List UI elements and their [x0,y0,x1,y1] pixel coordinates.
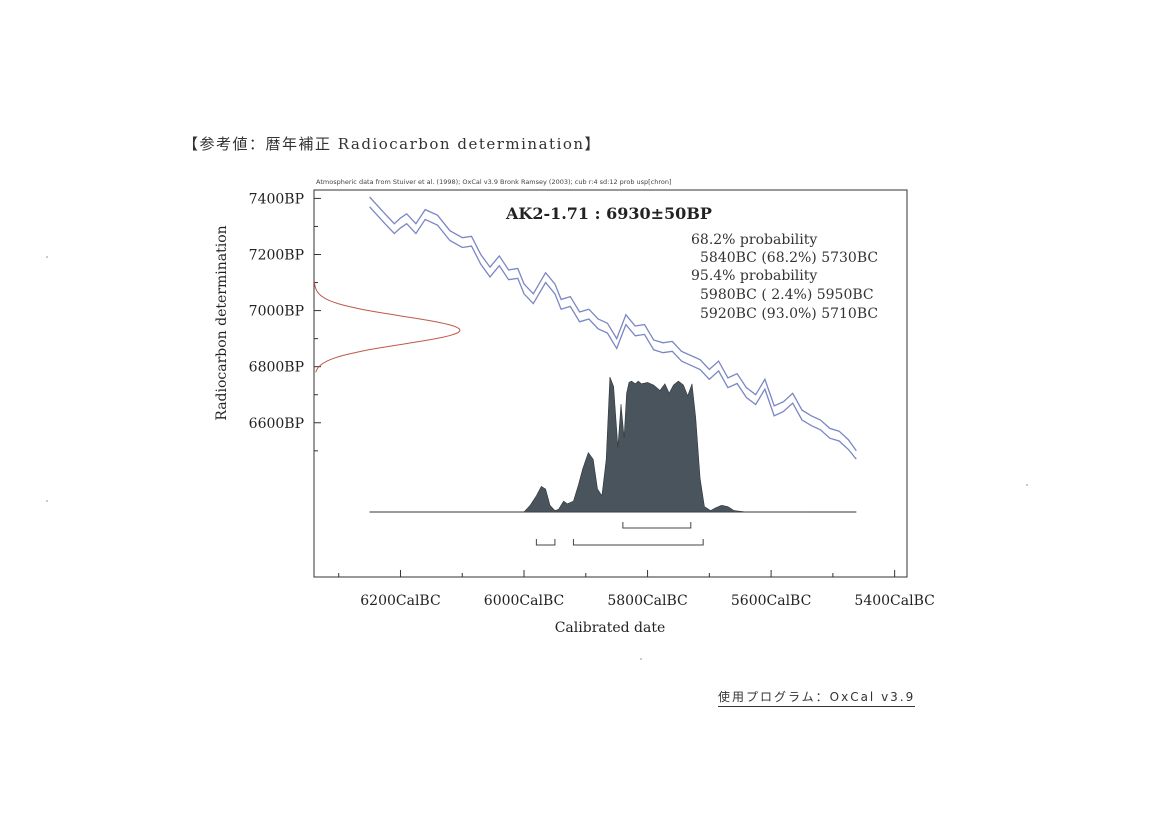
x-tick-label: 6000CalBC [484,593,564,609]
probability-line: 95.4% probability [691,268,817,284]
x-axis-ticks: 6200CalBC 6000CalBC 5800CalBC 5600CalBC 5400… [338,570,935,609]
probability-line: 5920BC (93.0%) 5710BC [700,306,878,322]
scan-speck [46,256,48,258]
scan-speck [46,500,48,502]
probability-line: 5980BC ( 2.4%) 5950BC [700,287,874,303]
x-tick-label: 5600CalBC [731,593,811,609]
chart-header-note: Atmospheric data from Stuiver et al. (19… [316,178,672,186]
y-axis-ticks: 7400BP 7200BP 7000BP 6800BP 6600BP [249,191,321,452]
probability-line: 5840BC (68.2%) 5730BC [700,250,878,266]
measurement-curve [314,282,461,373]
y-tick-label: 7000BP [249,304,304,320]
probability-text: 68.2% probability 5840BC (68.2%) 5730BC 95… [691,232,878,322]
scan-speck [640,658,642,660]
y-axis-label: Radiocarbon determination [214,225,230,420]
range-bracket [622,522,692,529]
calibration-lower-line [369,206,857,460]
range-bracket [572,539,704,546]
program-footer: 使用プログラム：OxCal v3.9 [718,688,916,707]
y-tick-label: 7400BP [249,191,304,207]
page-heading: 【参考値：暦年補正 Radiocarbon determination】 [183,135,602,153]
y-tick-label: 6800BP [249,360,304,376]
plot-frame [313,189,908,578]
range-bracket [535,539,556,546]
chart-title: AK2-1.71 : 6930±50BP [505,204,712,223]
x-axis-label: Calibrated date [555,620,666,636]
x-tick-label: 5400CalBC [854,593,934,609]
plot-area [314,196,857,546]
y-tick-label: 7200BP [249,248,304,264]
x-tick-label: 6200CalBC [360,593,440,609]
calibrated-distribution-area [369,376,809,513]
probability-line: 68.2% probability [691,232,817,248]
x-tick-label: 5800CalBC [607,593,687,609]
scan-speck [1026,484,1028,486]
y-tick-label: 6600BP [249,416,304,432]
calibration-upper-line [369,196,857,452]
